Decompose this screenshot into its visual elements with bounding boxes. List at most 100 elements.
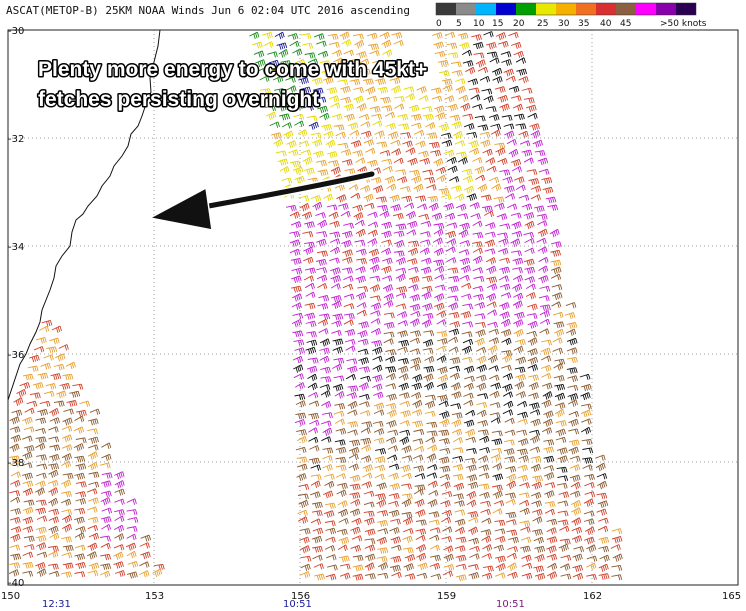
wind-barb xyxy=(515,356,527,365)
wind-barb xyxy=(418,213,430,220)
wind-barb xyxy=(515,123,527,130)
wind-barb xyxy=(325,139,336,149)
wind-barb xyxy=(515,184,526,192)
wind-barb xyxy=(410,310,421,318)
wind-barb xyxy=(443,545,454,553)
wind-barb xyxy=(467,78,479,86)
wind-barb xyxy=(396,286,408,294)
wind-barb xyxy=(571,517,582,526)
wind-barb xyxy=(356,258,367,265)
wind-barb xyxy=(383,338,394,345)
wind-barb xyxy=(549,228,560,238)
wind-barb xyxy=(538,275,549,284)
wind-barb xyxy=(446,156,457,165)
wind-barb xyxy=(487,283,498,291)
wind-barb xyxy=(472,41,484,50)
wind-barb xyxy=(449,176,460,183)
wind-barb xyxy=(446,238,457,246)
wind-barb xyxy=(317,318,329,327)
wind-barb xyxy=(286,85,297,93)
wind-barb xyxy=(532,508,543,516)
wind-barb xyxy=(415,140,426,148)
wind-barb xyxy=(369,284,381,293)
wind-barb xyxy=(294,393,306,401)
wind-barb xyxy=(456,203,467,211)
wind-barb xyxy=(393,157,404,165)
wind-barb xyxy=(532,516,543,524)
wind-barb xyxy=(570,500,582,509)
wind-barb xyxy=(500,292,512,299)
wind-barb xyxy=(440,132,452,139)
wind-barb xyxy=(478,464,489,472)
wind-barb xyxy=(311,535,323,544)
wind-barb xyxy=(478,483,490,490)
wind-barb xyxy=(36,472,47,479)
wind-barb xyxy=(481,535,492,544)
wind-barb xyxy=(568,418,579,427)
wind-barb xyxy=(300,149,312,156)
wind-barb xyxy=(263,41,274,48)
wind-barb xyxy=(337,500,348,508)
wind-barb xyxy=(523,231,535,239)
wind-barb xyxy=(560,554,572,561)
wind-barb xyxy=(376,482,387,490)
wind-barb xyxy=(515,339,526,346)
wind-barb xyxy=(416,552,427,562)
wind-barb xyxy=(8,569,20,577)
wind-barb xyxy=(45,382,57,390)
wind-barb xyxy=(376,499,387,508)
wind-barb xyxy=(24,407,35,415)
wind-barb xyxy=(401,455,413,462)
wind-barb xyxy=(22,487,33,497)
colorbar-label: 20 xyxy=(513,19,525,29)
wind-barb xyxy=(434,265,445,274)
wind-barb xyxy=(56,390,67,399)
wind-barb xyxy=(362,472,373,479)
wind-barb xyxy=(415,509,426,518)
colorbar-swatch xyxy=(516,3,536,15)
colorbar-swatch xyxy=(676,3,696,15)
wind-barb xyxy=(354,39,365,49)
wind-barb xyxy=(377,562,389,571)
wind-barb xyxy=(317,219,328,229)
wind-barb xyxy=(367,238,378,246)
wind-barb xyxy=(505,519,517,526)
wind-barb xyxy=(325,527,337,535)
wind-barb xyxy=(530,455,542,463)
wind-barb xyxy=(390,555,402,563)
wind-barb xyxy=(114,488,125,496)
colorbar-swatch xyxy=(616,3,636,15)
wind-barb xyxy=(286,204,297,212)
wind-barb xyxy=(567,399,578,407)
wind-barb xyxy=(518,194,530,201)
wind-barb xyxy=(35,427,46,435)
wind-barb xyxy=(75,491,87,498)
wind-barb xyxy=(321,420,332,427)
wind-barb xyxy=(332,313,344,321)
wind-barb xyxy=(65,361,76,370)
wind-barb xyxy=(409,303,421,312)
wind-barb xyxy=(477,429,489,436)
wind-barb xyxy=(75,463,87,471)
wind-barb xyxy=(541,372,552,380)
wind-barb xyxy=(376,141,388,148)
wind-barb xyxy=(439,474,451,481)
wind-barb xyxy=(22,451,33,460)
wind-barb xyxy=(312,201,323,211)
wind-barb xyxy=(74,455,86,463)
wind-barb xyxy=(428,519,440,526)
wind-barb xyxy=(391,544,402,552)
wind-barb xyxy=(557,475,569,482)
wind-barb xyxy=(296,463,308,471)
wind-barb xyxy=(361,481,372,489)
wind-barb xyxy=(352,554,364,562)
wind-barb xyxy=(358,321,369,329)
wind-barb xyxy=(347,68,359,75)
wind-barb xyxy=(514,176,525,184)
wind-barb xyxy=(505,498,516,506)
wind-barb xyxy=(61,552,73,559)
wind-barb xyxy=(381,39,392,49)
wind-barb xyxy=(598,536,610,544)
wind-barb xyxy=(493,544,505,552)
wind-barb xyxy=(343,303,355,310)
